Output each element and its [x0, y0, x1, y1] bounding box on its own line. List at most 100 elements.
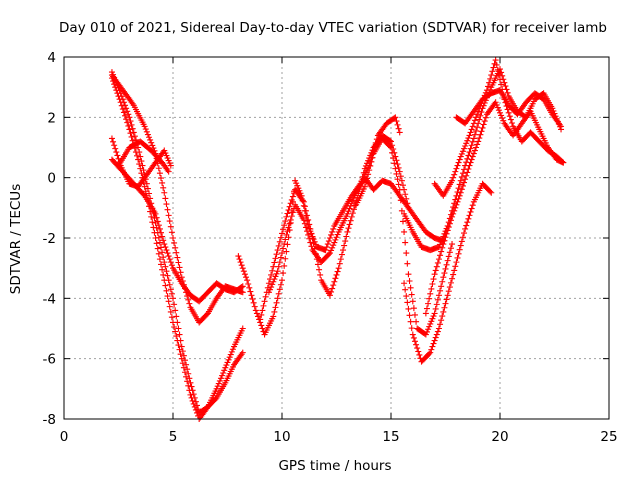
data-point: [451, 267, 458, 274]
data-point: [159, 233, 166, 240]
data-point: [119, 106, 126, 113]
data-point: [265, 289, 272, 296]
data-point: [288, 213, 295, 220]
data-point: [457, 242, 464, 249]
data-point: [175, 342, 182, 349]
data-point: [458, 173, 465, 180]
data-point: [365, 157, 372, 164]
data-point: [158, 175, 165, 182]
data-point: [479, 124, 486, 131]
data-point: [365, 171, 372, 178]
data-point: [345, 225, 352, 232]
data-point: [285, 207, 292, 214]
data-point: [139, 162, 146, 169]
data-point: [482, 114, 489, 121]
data-point: [317, 271, 324, 278]
data-point: [332, 275, 339, 282]
data-point: [346, 205, 353, 212]
data-point: [281, 262, 288, 269]
data-point: [129, 125, 136, 132]
data-point: [459, 148, 466, 155]
y-tick-label: -4: [43, 291, 56, 307]
data-point: [112, 84, 119, 91]
data-series-13: [422, 99, 567, 317]
data-point: [143, 128, 150, 135]
data-point: [396, 129, 403, 136]
data-point: [170, 235, 176, 241]
data-point: [497, 76, 503, 83]
data-point: [449, 241, 456, 248]
data-point: [301, 220, 308, 227]
data-point: [410, 305, 417, 312]
data-point: [434, 296, 441, 303]
data-point: [160, 271, 167, 278]
data-point: [171, 301, 178, 308]
data-point: [273, 270, 280, 277]
data-point: [261, 298, 268, 305]
data-point: [469, 123, 476, 130]
data-point: [489, 68, 496, 75]
data-point: [188, 383, 195, 390]
data-point: [452, 263, 459, 270]
data-point: [255, 313, 262, 320]
data-point: [560, 159, 567, 166]
data-point: [428, 318, 435, 325]
data-point: [343, 233, 350, 240]
data-point: [395, 181, 402, 188]
data-point: [341, 242, 348, 249]
data-point: [394, 121, 401, 128]
data-point: [128, 133, 135, 140]
data-point: [397, 197, 404, 204]
data-point: [270, 313, 277, 320]
data-point: [122, 112, 129, 119]
data-point: [273, 251, 280, 258]
data-point: [181, 369, 188, 376]
data-point: [160, 254, 167, 261]
data-point: [427, 349, 434, 356]
data-point: [186, 300, 193, 307]
data-point: [462, 225, 469, 232]
data-point: [183, 373, 190, 380]
data-point: [329, 285, 336, 292]
data-point: [487, 75, 494, 82]
data-point: [390, 155, 397, 162]
data-point: [454, 188, 461, 195]
data-point: [386, 143, 393, 150]
data-point: [426, 350, 433, 357]
data-point: [350, 206, 357, 213]
data-point: [398, 207, 405, 214]
data-point: [369, 154, 376, 161]
data-point: [142, 126, 149, 133]
data-point: [172, 307, 179, 314]
data-point: [274, 268, 281, 275]
data-point: [124, 108, 131, 115]
data-point: [185, 382, 192, 389]
data-point: [422, 331, 429, 338]
data-point: [452, 168, 459, 175]
data-point: [306, 221, 313, 228]
data-point: [500, 117, 507, 124]
y-axis-label: SDTVAR / TECUs: [8, 184, 24, 294]
data-point: [345, 208, 352, 215]
data-point: [435, 256, 442, 263]
data-point: [431, 310, 438, 317]
data-point: [464, 137, 471, 144]
data-point: [156, 256, 163, 263]
data-point: [342, 238, 349, 245]
data-point: [259, 307, 266, 314]
data-point: [164, 293, 171, 300]
data-point: [422, 310, 429, 317]
data-point: [163, 201, 170, 208]
data-point: [328, 231, 335, 238]
data-point: [433, 331, 440, 338]
data-point: [470, 120, 477, 127]
data-point: [281, 241, 288, 248]
data-point: [453, 201, 460, 208]
data-point: [178, 355, 185, 362]
data-point: [176, 264, 183, 271]
data-point: [498, 112, 505, 119]
data-point: [241, 271, 248, 278]
data-point: [252, 307, 259, 314]
data-point: [456, 181, 463, 188]
data-point: [272, 273, 279, 280]
